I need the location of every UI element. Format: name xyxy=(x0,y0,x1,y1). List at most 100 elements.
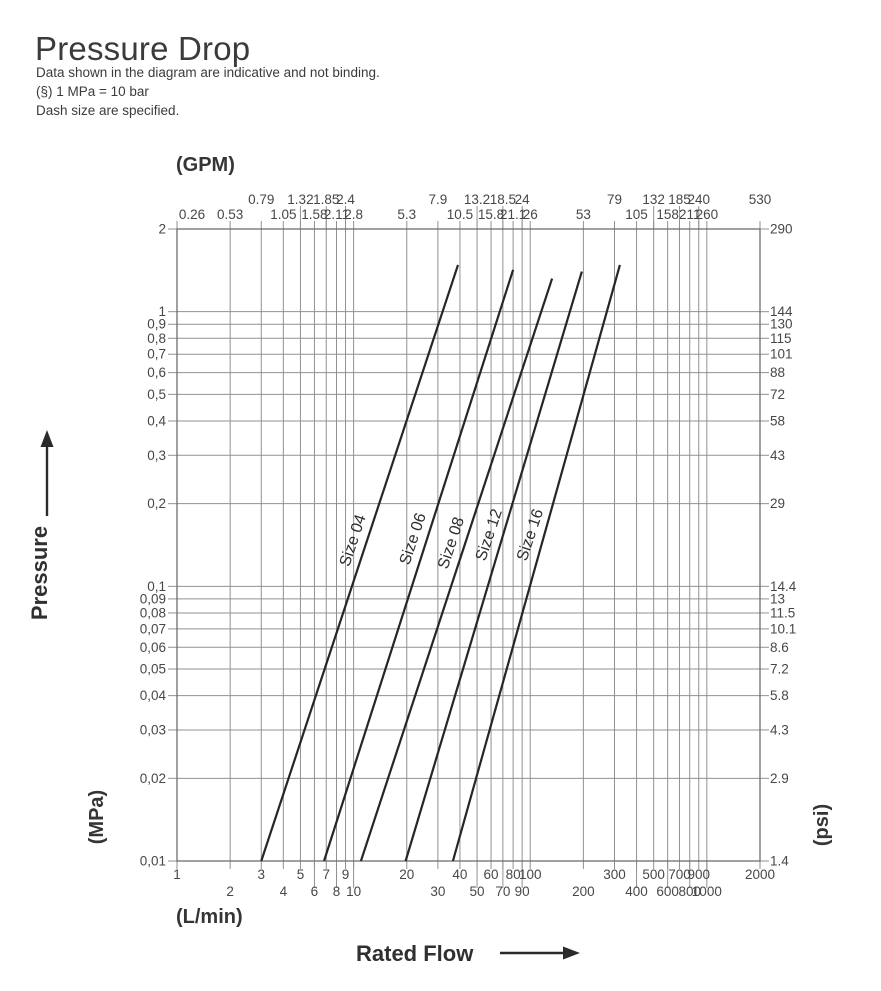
mpa-tick-label: 0,8 xyxy=(147,331,166,346)
pressure-arrow-icon xyxy=(40,430,54,447)
mpa-tick-label: 0,9 xyxy=(147,317,166,332)
lmin-label: 5 xyxy=(297,867,305,882)
gpm-label: 530 xyxy=(749,192,772,207)
mpa-tick-label: 1 xyxy=(158,304,166,319)
psi-tick-label: 1.4 xyxy=(770,854,789,869)
gpm-label: 2.8 xyxy=(344,207,363,222)
psi-tick-label: 130 xyxy=(770,317,793,332)
psi-tick-label: 5.8 xyxy=(770,688,789,703)
lmin-label: 90 xyxy=(515,884,530,899)
lmin-label: 600 xyxy=(656,884,679,899)
mpa-unit-label: (MPa) xyxy=(86,790,108,844)
gpm-label: 0.26 xyxy=(179,207,205,222)
lmin-unit-label: (L/min) xyxy=(176,906,243,928)
gpm-label: 185 xyxy=(668,192,691,207)
note-line-2: (§) 1 MPa = 10 bar xyxy=(36,84,149,99)
gpm-label: 15.8 xyxy=(478,207,504,222)
lmin-label: 30 xyxy=(430,884,445,899)
lmin-label: 80 xyxy=(506,867,521,882)
plot-border xyxy=(176,228,761,862)
gpm-unit-label: (GPM) xyxy=(176,154,235,176)
lmin-label: 100 xyxy=(519,867,542,882)
note-line-3: Dash size are specified. xyxy=(36,103,180,118)
psi-tick-label: 43 xyxy=(770,448,785,463)
series-label-size-04: Size 04 xyxy=(337,512,370,568)
lmin-label: 8 xyxy=(333,884,341,899)
mpa-tick-label: 0,03 xyxy=(140,722,166,737)
psi-tick-label: 4.3 xyxy=(770,722,789,737)
psi-tick-label: 2.9 xyxy=(770,771,789,786)
mpa-tick-label: 0,4 xyxy=(147,413,166,428)
gpm-label: 211 xyxy=(679,207,701,222)
gpm-label: 21.1 xyxy=(500,207,526,222)
mpa-tick-label: 0,5 xyxy=(147,387,166,402)
gpm-label: 0.79 xyxy=(248,192,274,207)
gpm-label: 260 xyxy=(696,207,719,222)
gpm-label: 105 xyxy=(625,207,648,222)
mpa-tick-label: 2 xyxy=(158,222,166,237)
note-line-1: Data shown in the diagram are indicative… xyxy=(36,65,380,80)
psi-tick-label: 14.4 xyxy=(770,579,797,594)
psi-tick-label: 10.1 xyxy=(770,621,796,636)
gpm-label: 1.32 xyxy=(287,192,313,207)
rated-flow-axis-title: Rated Flow xyxy=(356,941,474,966)
gpm-label: 26 xyxy=(523,207,538,222)
gpm-label: 7.9 xyxy=(428,192,447,207)
mpa-tick-label: 0,04 xyxy=(140,688,167,703)
mpa-tick-label: 0,6 xyxy=(147,365,166,380)
lmin-label: 6 xyxy=(311,884,319,899)
lmin-label: 900 xyxy=(687,867,710,882)
mpa-tick-label: 0,07 xyxy=(140,621,166,636)
gpm-label: 1.05 xyxy=(270,207,296,222)
mpa-tick-label: 0,09 xyxy=(140,591,166,606)
lmin-label: 40 xyxy=(452,867,467,882)
psi-tick-label: 7.2 xyxy=(770,662,789,677)
lmin-label: 1000 xyxy=(692,884,722,899)
gpm-label: 18.5 xyxy=(490,192,516,207)
lmin-label: 500 xyxy=(642,867,665,882)
lmin-label: 9 xyxy=(342,867,350,882)
lmin-label: 60 xyxy=(484,867,499,882)
lmin-label: 2 xyxy=(226,884,234,899)
lmin-label: 300 xyxy=(603,867,626,882)
psi-tick-label: 72 xyxy=(770,387,785,402)
series-label-size-08: Size 08 xyxy=(435,515,468,571)
mpa-tick-label: 0,2 xyxy=(147,496,166,511)
gpm-label: 10.5 xyxy=(447,207,473,222)
psi-tick-label: 101 xyxy=(770,347,793,362)
gpm-label: 24 xyxy=(515,192,531,207)
gpm-label: 1.85 xyxy=(313,192,339,207)
series-line-size-06 xyxy=(322,269,515,862)
gpm-label: 1.58 xyxy=(301,207,327,222)
lmin-label: 20 xyxy=(399,867,414,882)
lmin-label: 800 xyxy=(678,884,701,899)
mpa-tick-label: 0,05 xyxy=(140,662,166,677)
gpm-label: 0.53 xyxy=(217,207,243,222)
notes-block: Data shown in the diagram are indicative… xyxy=(36,63,380,120)
mpa-tick-label: 0,08 xyxy=(140,605,166,620)
gpm-label: 240 xyxy=(687,192,710,207)
mpa-tick-label: 0,3 xyxy=(147,448,166,463)
psi-tick-label: 11.5 xyxy=(770,605,795,620)
psi-tick-label: 13 xyxy=(770,591,785,606)
lmin-label: 1 xyxy=(173,867,181,882)
gpm-label: 158 xyxy=(656,207,679,222)
lmin-label: 700 xyxy=(668,867,691,882)
lmin-label: 50 xyxy=(470,884,485,899)
lmin-label: 200 xyxy=(572,884,595,899)
series-line-size-08 xyxy=(359,278,554,862)
lmin-label: 3 xyxy=(258,867,266,882)
mpa-tick-label: 0,1 xyxy=(147,579,166,594)
psi-tick-label: 290 xyxy=(770,222,793,237)
series-label-size-06: Size 06 xyxy=(397,511,430,567)
rated-flow-arrow-icon xyxy=(563,946,580,960)
series-line-size-16 xyxy=(451,264,621,862)
gpm-label: 53 xyxy=(576,207,591,222)
lmin-label: 4 xyxy=(280,884,288,899)
gpm-label: 79 xyxy=(607,192,622,207)
psi-unit-label: (psi) xyxy=(811,804,833,846)
lmin-label: 10 xyxy=(346,884,361,899)
page-title: Pressure Drop xyxy=(35,30,251,68)
series-label-size-16: Size 16 xyxy=(514,507,547,563)
